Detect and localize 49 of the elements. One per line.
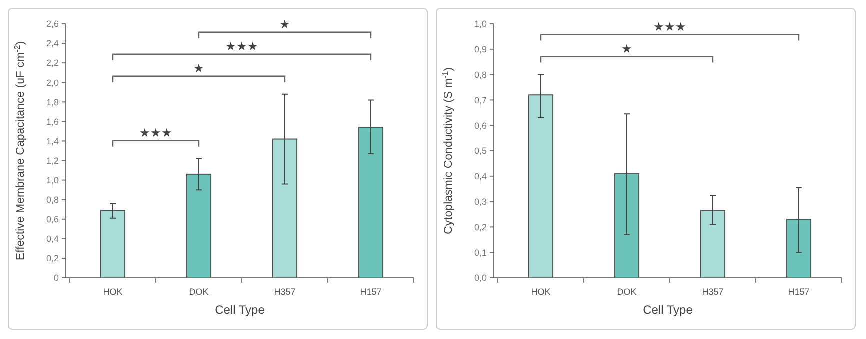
y-tick-label: 0,4 <box>474 172 487 182</box>
y-tick-label: 0,0 <box>474 273 487 284</box>
bar <box>100 210 126 278</box>
y-tick-label: 2,0 <box>46 78 59 88</box>
y-tick-label: 1,8 <box>46 97 59 108</box>
x-tick-label: H157 <box>360 287 382 297</box>
y-tick-label: 0,5 <box>474 146 487 156</box>
y-tick-label: 0,9 <box>474 44 487 55</box>
bar <box>186 174 212 278</box>
y-tick-label: 2,2 <box>46 58 59 68</box>
annotation: ★★★ <box>654 20 686 34</box>
y-tick-label: 0,6 <box>46 214 59 225</box>
y-tick-label: 1,0 <box>474 19 487 30</box>
bar <box>786 219 812 278</box>
y-tick-label: 0,4 <box>46 234 59 244</box>
y-tick-label: 0,8 <box>46 194 59 205</box>
annotation: ★★★ <box>226 39 258 54</box>
x-axis-title: Cell Type <box>215 303 266 317</box>
y-tick-label: 1,6 <box>46 116 59 127</box>
annotation: ★ <box>280 17 290 32</box>
annotation: ★ <box>622 42 632 56</box>
y-tick-label: 0 <box>54 273 59 284</box>
y-tick-label: 0,7 <box>474 95 487 106</box>
bar <box>358 127 384 278</box>
y-tick-label: 0,8 <box>474 70 487 80</box>
bar <box>614 173 640 278</box>
y-tick-label: 0,2 <box>46 254 59 264</box>
x-tick-label: H357 <box>274 287 296 297</box>
y-tick-label: 2,4 <box>46 38 59 49</box>
y-tick-label: 1,4 <box>46 136 59 146</box>
bar <box>700 210 726 278</box>
annotation: ★ <box>194 61 204 76</box>
x-axis-title: Cell Type <box>643 303 694 317</box>
x-tick-label: HOK <box>531 287 551 297</box>
y-tick-label: 1,2 <box>46 156 59 166</box>
x-tick-label: H357 <box>702 287 724 297</box>
bar <box>528 94 554 278</box>
y-tick-label: 0,3 <box>474 196 487 207</box>
annotation: ★★★ <box>140 126 172 140</box>
y-tick-label: 0,1 <box>474 248 487 258</box>
y-tick-label: 0,6 <box>474 120 487 131</box>
bar <box>272 138 298 278</box>
y-tick-label: 1,0 <box>46 175 59 186</box>
x-tick-label: HOK <box>103 287 123 297</box>
y-tick-label: 0,2 <box>474 222 487 232</box>
x-tick-label: DOK <box>189 287 209 297</box>
x-tick-label: DOK <box>617 287 637 297</box>
y-tick-label: 2,6 <box>46 19 59 30</box>
x-tick-label: H157 <box>788 287 810 297</box>
